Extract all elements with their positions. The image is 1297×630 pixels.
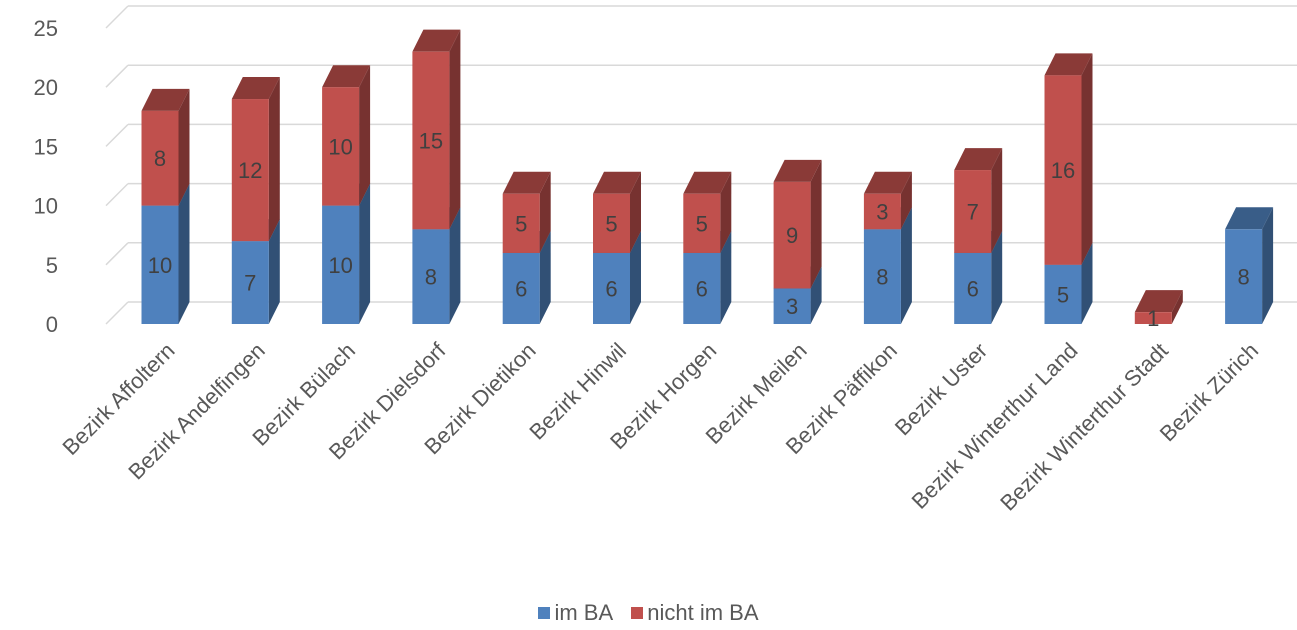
bar-nicht-im-ba-bezirk-meilen [773, 159, 822, 289]
x-tick-label: Bezirk Winterthur Land [907, 338, 1083, 514]
bar-im-ba-bezirk-zurich [1225, 207, 1274, 324]
y-tick-label: 25 [34, 16, 58, 41]
bar-nicht-im-ba-bezirk-bulach [322, 65, 371, 206]
data-label-im-ba-bezirk-meilen: 3 [786, 294, 798, 319]
legend-item-nicht-im-ba: nicht im BA [631, 600, 759, 626]
data-label-im-ba-bezirk-bulach: 10 [328, 253, 352, 278]
data-label-nicht-im-ba-bezirk-dielsdorf: 15 [419, 128, 443, 153]
data-label-nicht-im-ba-bezirk-andelfingen: 12 [238, 158, 262, 183]
legend-swatch-im-ba [538, 607, 551, 619]
data-label-nicht-im-ba-bezirk-horgen: 5 [696, 211, 708, 236]
data-label-nicht-im-ba-bezirk-dietikon: 5 [515, 211, 527, 236]
bar-nicht-im-ba-bezirk-hinwil [593, 171, 641, 253]
bar-nicht-im-ba-bezirk-uster [954, 148, 1003, 253]
bar-nicht-im-ba-bezirk-dietikon [502, 171, 551, 253]
bar-nicht-im-ba-bezirk-winterthur-stadt [1134, 290, 1183, 324]
data-label-nicht-im-ba-bezirk-affoltern: 8 [154, 146, 166, 171]
gridline-depth [105, 301, 129, 325]
bar-nicht-im-ba-bezirk-andelfingen [231, 77, 280, 242]
data-label-nicht-im-ba-bezirk-hinwil: 5 [605, 211, 617, 236]
y-tick-label: 15 [34, 134, 58, 159]
legend-label-im-ba: im BA [554, 600, 614, 625]
bar-nicht-im-ba-bezirk-dielsdorf [412, 29, 461, 230]
data-label-nicht-im-ba-bezirk-bulach: 10 [328, 134, 352, 159]
legend-swatch-nicht-im-ba [631, 607, 644, 619]
bars [141, 29, 1274, 324]
data-label-im-ba-bezirk-uster: 6 [967, 276, 979, 301]
data-label-im-ba-bezirk-dielsdorf: 8 [425, 265, 437, 290]
legend: im BA nicht im BA [0, 600, 1297, 626]
gridline-depth [105, 64, 129, 88]
data-label-im-ba-bezirk-winterthur-land: 5 [1057, 282, 1069, 307]
y-tick-label: 20 [34, 75, 58, 100]
data-label-nicht-im-ba-bezirk-uster: 7 [967, 200, 979, 225]
bar-nicht-im-ba-bezirk-horgen [683, 171, 732, 253]
data-label-im-ba-bezirk-paffikon: 8 [876, 265, 888, 290]
gridline-depth [105, 183, 129, 207]
legend-label-nicht-im-ba: nicht im BA [647, 600, 759, 625]
data-label-im-ba-bezirk-zurich: 8 [1237, 265, 1249, 290]
legend-item-im-ba: im BA [538, 600, 613, 626]
data-label-im-ba-bezirk-affoltern: 10 [148, 253, 172, 278]
data-label-nicht-im-ba-bezirk-winterthur-stadt: 1 [1147, 306, 1159, 331]
y-tick-label: 0 [46, 312, 58, 337]
y-axis: 0 5 10 15 20 25 [34, 16, 58, 337]
data-label-im-ba-bezirk-andelfingen: 7 [244, 271, 256, 296]
data-label-im-ba-bezirk-horgen: 6 [696, 276, 708, 301]
data-label-nicht-im-ba-bezirk-winterthur-land: 16 [1051, 158, 1075, 183]
y-tick-label: 10 [34, 194, 58, 219]
data-label-im-ba-bezirk-dietikon: 6 [515, 276, 527, 301]
gridline-depth [105, 242, 129, 266]
x-tick-label: Bezirk Winterthur Stadt [995, 338, 1173, 516]
data-label-nicht-im-ba-bezirk-meilen: 9 [786, 223, 798, 248]
y-tick-label: 5 [46, 253, 58, 278]
bar-nicht-im-ba-bezirk-paffikon [863, 171, 912, 230]
bar-nicht-im-ba-bezirk-affoltern [141, 88, 190, 206]
data-label-im-ba-bezirk-hinwil: 6 [605, 276, 617, 301]
gridline-depth [105, 123, 129, 147]
data-label-nicht-im-ba-bezirk-paffikon: 3 [876, 200, 888, 225]
bar-nicht-im-ba-bezirk-winterthur-land [1044, 53, 1093, 265]
gridline-depth [105, 5, 129, 29]
data-labels: 10 8 7 12 10 10 8 15 6 5 6 5 6 5 3 9 8 3 6 7 5 16 1 8 [148, 128, 1250, 331]
